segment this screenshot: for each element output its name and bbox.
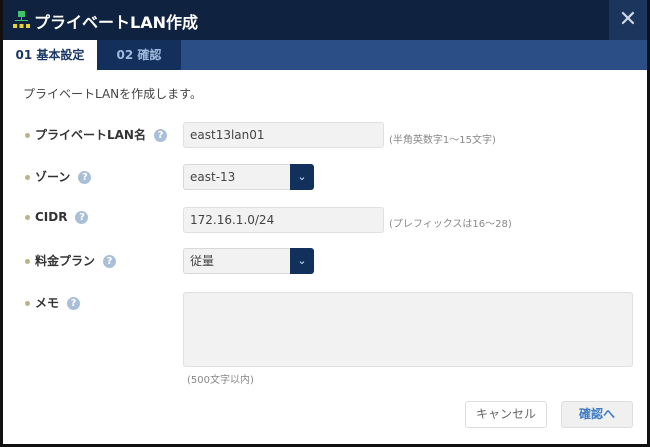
label-text: プライベートLAN名 [35, 128, 146, 142]
field-label-zone: ゾーン? [25, 168, 92, 185]
title-bar: プライベートLAN作成 ✕ [3, 0, 647, 40]
label-text: ゾーン [35, 170, 71, 184]
close-button[interactable]: ✕ [609, 0, 647, 40]
memo-hint: (500文字以内) [187, 375, 254, 386]
field-label-name: プライベートLAN名? [25, 126, 167, 143]
chevron-down-icon[interactable]: ⌄ [290, 164, 314, 190]
cidr-hint: (プレフィックスは16〜28) [389, 219, 512, 230]
network-icon [13, 11, 30, 28]
confirm-button[interactable]: 確認へ [561, 401, 633, 428]
zone-select[interactable]: east-13 [183, 164, 297, 190]
label-text: CIDR [35, 210, 68, 224]
help-icon[interactable]: ? [75, 211, 89, 224]
tab-bar: 01 基本設定 02 確認 [3, 40, 647, 70]
cancel-button[interactable]: キャンセル [465, 401, 547, 428]
name-hint: (半角英数字1〜15文字) [389, 135, 496, 146]
help-icon[interactable]: ? [103, 255, 117, 268]
chevron-down-icon[interactable]: ⌄ [290, 248, 314, 274]
field-label-plan: 料金プラン? [25, 252, 117, 269]
dialog-title: プライベートLAN作成 [34, 13, 198, 32]
help-icon[interactable]: ? [67, 297, 81, 310]
cidr-input[interactable]: 172.16.1.0/24 [183, 207, 384, 233]
label-text: 料金プラン [35, 254, 96, 268]
help-icon[interactable]: ? [153, 129, 167, 142]
label-text: メモ [35, 296, 60, 310]
field-label-cidr: CIDR? [25, 210, 89, 224]
plan-select[interactable]: 従量 [183, 248, 297, 274]
field-label-memo: メモ? [25, 294, 81, 311]
intro-text: プライベートLANを作成します。 [23, 87, 202, 101]
tab-confirm[interactable]: 02 確認 [97, 40, 181, 70]
memo-textarea[interactable] [183, 292, 633, 367]
dialog: プライベートLAN作成 ✕ 01 基本設定 02 確認 プライベートLANを作成… [3, 0, 647, 444]
tab-basic-settings[interactable]: 01 基本設定 [3, 40, 97, 70]
private-lan-name-input[interactable]: east13lan01 [183, 122, 384, 148]
help-icon[interactable]: ? [78, 171, 92, 184]
